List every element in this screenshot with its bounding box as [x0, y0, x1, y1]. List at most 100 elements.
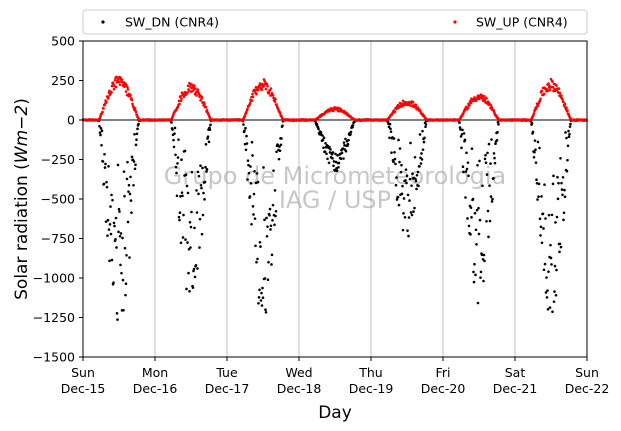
sw-dn-point [563, 188, 566, 192]
x-tick-label-day: Thu [358, 365, 382, 380]
sw-up-point [401, 99, 405, 103]
sw-dn-point [347, 138, 350, 142]
sw-dn-point [186, 191, 190, 195]
sw-up-point [178, 102, 181, 106]
legend: SW_DN (CNR4) SW_UP (CNR4) [82, 9, 588, 35]
sw-up-point [548, 88, 552, 92]
sw-dn-point [481, 184, 484, 188]
sw-dn-point [254, 244, 257, 248]
sw-dn-point [107, 164, 110, 168]
sw-dn-point [187, 271, 190, 275]
sw-dn-point [483, 259, 486, 263]
sw-dn-point [562, 218, 565, 222]
sw-up-point [542, 92, 546, 96]
sw-dn-point [264, 308, 267, 311]
sw-dn-point [105, 180, 108, 184]
sw-dn-point [401, 228, 405, 232]
sw-dn-point [125, 253, 128, 257]
sw-dn-point [485, 173, 489, 176]
sw-dn-point [199, 164, 202, 167]
sw-up-point [101, 110, 104, 114]
sw-dn-point [278, 149, 282, 153]
sw-dn-point [178, 211, 182, 215]
sw-dn-point [172, 138, 175, 142]
sw-dn-point [550, 213, 554, 217]
sw-dn-point [277, 157, 281, 161]
sw-dn-point [243, 129, 246, 133]
sw-dn-point [107, 228, 111, 231]
y-tick-label: −1000 [33, 271, 75, 286]
sw-dn-point [398, 160, 401, 164]
sw-dn-point [251, 205, 255, 208]
sw-dn-point [497, 123, 500, 126]
sw-dn-point [552, 300, 556, 303]
sw-dn-point [405, 174, 409, 178]
sw-dn-point [538, 146, 541, 150]
sw-up-point [118, 83, 122, 87]
sw-dn-point [177, 138, 180, 141]
sw-dn-point [559, 156, 562, 160]
sw-dn-point [202, 191, 205, 195]
sw-dn-point [201, 166, 204, 170]
sw-dn-point [170, 121, 173, 124]
sw-dn-point [135, 138, 138, 142]
sw-dn-point [484, 161, 488, 165]
sw-dn-point [418, 164, 421, 168]
sw-up-point [248, 102, 252, 105]
legend-label-sw-dn: SW_DN (CNR4) [125, 15, 219, 30]
sw-dn-point [406, 229, 409, 232]
sw-dn-point [393, 151, 396, 154]
sw-dn-point [556, 175, 559, 179]
sw-dn-point [490, 138, 493, 141]
sw-dn-point [255, 260, 258, 264]
sw-dn-point [473, 211, 477, 215]
sw-dn-point [569, 122, 572, 126]
sw-dn-point [193, 275, 197, 279]
sw-dn-point [133, 132, 136, 136]
sw-dn-point [424, 125, 427, 129]
sw-dn-point [271, 218, 274, 222]
sw-dn-point [114, 216, 118, 220]
sw-dn-point [562, 211, 566, 215]
sw-dn-point [543, 262, 547, 266]
sw-dn-point [325, 152, 328, 156]
sw-dn-point [346, 142, 350, 146]
sw-dn-point [535, 178, 538, 182]
sw-dn-point [124, 282, 128, 285]
sw-dn-point [252, 213, 255, 216]
sw-dn-point [112, 281, 115, 285]
x-tick-label-day: Tue [215, 365, 238, 380]
sw-dn-point [102, 182, 106, 186]
sw-dn-point [321, 138, 325, 142]
sw-dn-point [182, 213, 185, 217]
sw-dn-point [560, 188, 564, 191]
sw-dn-point [484, 153, 487, 157]
sw-dn-point [114, 238, 117, 241]
sw-up-point [134, 110, 138, 114]
sw-dn-point [197, 174, 201, 178]
sw-dn-point [403, 215, 407, 219]
sw-dn-point [475, 208, 479, 212]
sw-up-point [107, 95, 110, 98]
sw-dn-point [111, 198, 114, 202]
sw-dn-point [412, 210, 415, 213]
sw-dn-point [135, 132, 139, 136]
sw-up-point [265, 82, 269, 86]
sw-dn-point [492, 176, 495, 180]
sw-dn-point [137, 122, 140, 126]
sw-up-point [196, 88, 200, 92]
sw-dn-point [199, 184, 203, 187]
sw-up-point [110, 90, 113, 94]
y-tick-label: 0 [67, 113, 75, 128]
sw-dn-point [272, 169, 275, 172]
sw-up-point [125, 84, 128, 87]
sw-dn-point [545, 276, 548, 279]
sw-up-point [179, 99, 183, 103]
sw-dn-point [461, 165, 465, 168]
sw-dn-point [472, 270, 475, 274]
sw-up-point [561, 98, 564, 101]
sw-dn-point [322, 136, 326, 140]
sw-dn-point [397, 203, 401, 207]
sw-dn-point [172, 145, 176, 149]
sw-dn-point [561, 193, 564, 197]
